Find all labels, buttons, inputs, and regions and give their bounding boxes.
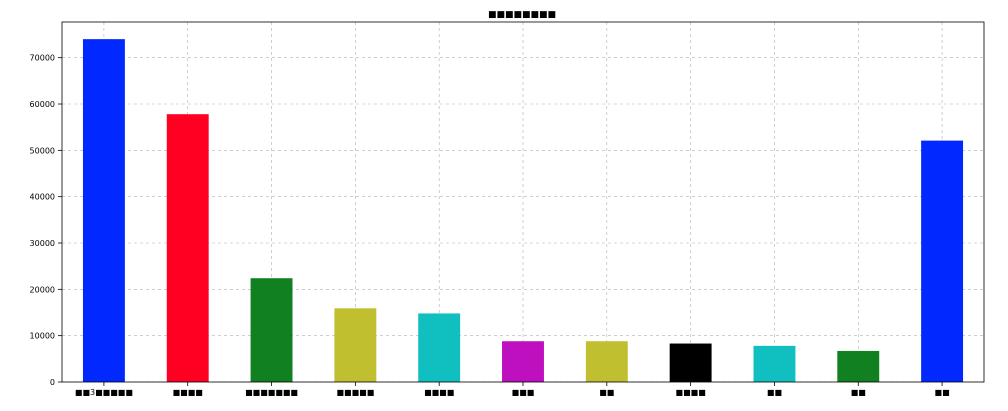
y-tick-label: 70000 <box>30 54 55 63</box>
axes: 0 10000 20000 30000 40000 50000 60000 70000 ■■3■… <box>30 54 950 397</box>
x-tick-label: ■■ <box>767 388 782 397</box>
bar <box>669 343 712 382</box>
plot-frame <box>61 21 985 383</box>
x-tick-label: ■■ <box>599 388 614 397</box>
x-tick-label: ■■■■ <box>173 388 203 397</box>
x-tick-label: ■■■■ <box>424 388 454 397</box>
bar <box>418 313 461 382</box>
chart-title: ■■■■■■■■ <box>488 10 556 20</box>
x-tick-label: ■■ <box>851 388 866 397</box>
y-tick-label: 50000 <box>30 146 55 155</box>
bar <box>334 308 377 382</box>
x-tick-label: ■■■■ <box>676 388 706 397</box>
bar <box>82 39 125 383</box>
bars <box>82 39 964 383</box>
x-tick-label: ■■ <box>935 388 950 397</box>
y-tick-label: 30000 <box>30 239 55 248</box>
bar <box>250 278 293 382</box>
x-tick-label: ■■■■■■■ <box>245 388 298 397</box>
bar <box>837 350 880 382</box>
y-tick-label: 20000 <box>30 285 55 294</box>
bar <box>585 341 628 382</box>
y-tick-label: 60000 <box>30 100 55 109</box>
bar <box>753 345 796 382</box>
bar <box>166 114 209 382</box>
x-tick-label: ■■■ <box>512 388 535 397</box>
x-tick-label: ■■3■■■■■ <box>75 388 133 397</box>
y-tick-label: 40000 <box>30 193 55 202</box>
y-tick-label: 10000 <box>30 332 55 341</box>
bar <box>921 140 964 382</box>
bar <box>502 341 544 382</box>
y-tick-label: 0 <box>50 378 55 387</box>
x-tick-label: ■■■■■ <box>336 388 374 397</box>
